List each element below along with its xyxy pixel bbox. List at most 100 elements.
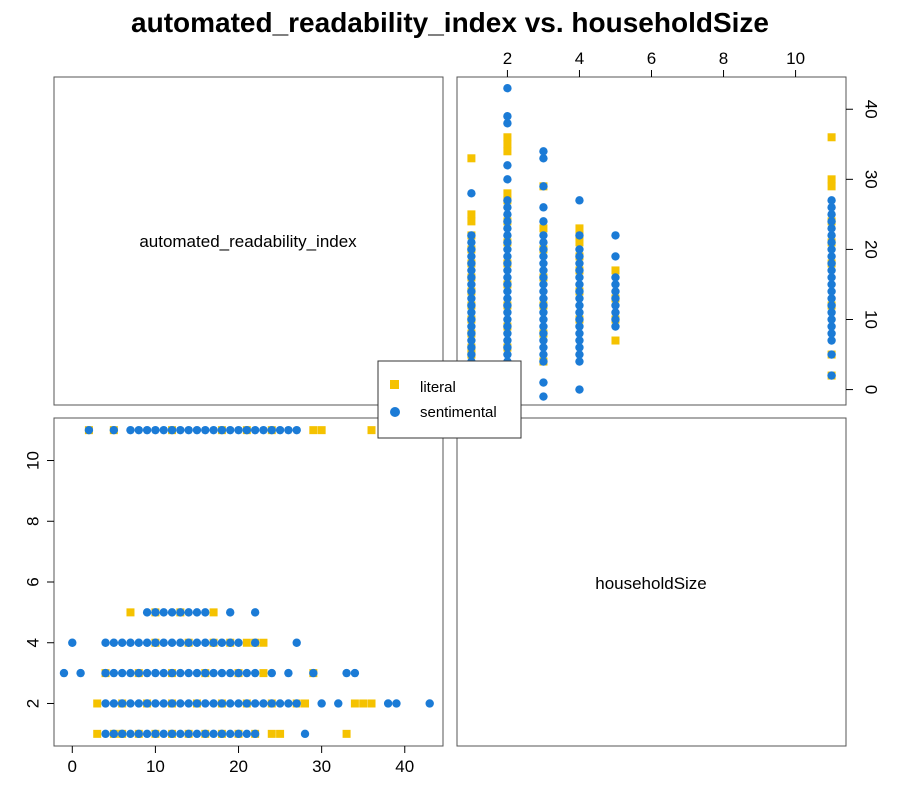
point-sentimental-top-right xyxy=(467,301,476,310)
point-sentimental-top-right xyxy=(611,280,620,289)
point-sentimental-bottom-left xyxy=(226,425,235,435)
point-sentimental-bottom-left xyxy=(142,608,152,617)
point-sentimental-bottom-left xyxy=(109,638,119,647)
point-sentimental-top-right xyxy=(503,175,512,184)
point-sentimental-bottom-left xyxy=(234,699,243,708)
point-sentimental-top-right xyxy=(503,196,512,205)
point-sentimental-bottom-left xyxy=(184,608,193,617)
point-sentimental-bottom-left xyxy=(242,668,252,678)
point-sentimental-bottom-left xyxy=(226,608,235,617)
point-sentimental-bottom-left xyxy=(126,668,135,678)
point-sentimental-bottom-left xyxy=(217,425,227,435)
tick-label-left-householdsize: 10 xyxy=(23,451,42,470)
point-sentimental-top-right xyxy=(827,231,836,240)
point-literal-bottom-left xyxy=(342,729,351,738)
point-sentimental-top-right xyxy=(467,245,476,254)
point-sentimental-bottom-left xyxy=(117,638,127,647)
point-sentimental-top-right xyxy=(539,357,548,366)
point-sentimental-bottom-left xyxy=(117,668,127,678)
point-sentimental-top-right xyxy=(539,217,548,226)
point-sentimental-top-right xyxy=(503,287,512,296)
data-points xyxy=(59,84,836,739)
point-sentimental-top-right xyxy=(503,210,512,219)
point-sentimental-top-right xyxy=(827,371,836,380)
point-sentimental-top-right xyxy=(467,350,476,359)
point-sentimental-top-right xyxy=(503,259,512,268)
point-sentimental-bottom-left xyxy=(176,668,185,678)
point-literal-top-right xyxy=(611,266,620,275)
point-sentimental-top-right xyxy=(467,315,476,324)
point-sentimental-top-right xyxy=(827,287,836,296)
point-sentimental-bottom-left xyxy=(259,425,268,435)
point-sentimental-bottom-left xyxy=(101,668,110,678)
point-sentimental-top-right xyxy=(539,315,548,324)
point-sentimental-bottom-left xyxy=(117,729,127,739)
point-literal-top-right xyxy=(827,182,836,191)
point-sentimental-top-right xyxy=(575,266,584,275)
point-sentimental-top-right xyxy=(539,301,548,310)
point-sentimental-bottom-left xyxy=(159,729,168,739)
point-sentimental-top-right xyxy=(467,287,476,296)
point-sentimental-bottom-left xyxy=(134,668,143,678)
point-sentimental-bottom-left xyxy=(226,668,235,678)
point-sentimental-top-right xyxy=(575,280,584,289)
point-sentimental-top-right xyxy=(827,259,836,268)
point-sentimental-top-right xyxy=(539,231,548,240)
point-sentimental-top-right xyxy=(827,315,836,324)
point-sentimental-bottom-left xyxy=(142,699,152,708)
point-sentimental-bottom-left xyxy=(151,638,160,647)
chart-title: automated_readability_index vs. househol… xyxy=(131,7,769,38)
point-sentimental-bottom-left xyxy=(267,668,276,678)
point-sentimental-bottom-left xyxy=(259,699,268,708)
point-sentimental-top-right xyxy=(827,294,836,303)
point-sentimental-bottom-left xyxy=(425,699,434,708)
legend-label-sentimental: sentimental xyxy=(420,404,497,421)
point-literal-top-right xyxy=(503,133,512,142)
point-sentimental-top-right xyxy=(827,196,836,205)
point-sentimental-bottom-left xyxy=(217,638,227,647)
point-sentimental-bottom-left xyxy=(159,638,168,647)
point-sentimental-bottom-left xyxy=(292,425,301,435)
point-sentimental-top-right xyxy=(503,119,512,128)
point-sentimental-top-right xyxy=(827,350,836,359)
point-sentimental-top-right xyxy=(467,266,476,275)
point-sentimental-bottom-left xyxy=(151,425,160,435)
point-sentimental-bottom-left xyxy=(217,699,227,708)
point-sentimental-bottom-left xyxy=(284,668,293,678)
point-sentimental-top-right xyxy=(539,322,548,331)
point-sentimental-bottom-left xyxy=(159,668,168,678)
point-sentimental-bottom-left xyxy=(84,425,94,435)
point-literal-top-right xyxy=(467,210,476,219)
point-sentimental-bottom-left xyxy=(217,668,227,678)
tick-label-left-householdsize: 4 xyxy=(23,638,42,647)
point-sentimental-bottom-left xyxy=(142,668,152,678)
point-sentimental-bottom-left xyxy=(176,729,185,739)
point-literal-bottom-left xyxy=(367,426,376,435)
point-sentimental-top-right xyxy=(467,189,476,198)
tick-label-bottom-ari: 0 xyxy=(68,757,77,776)
point-sentimental-bottom-left xyxy=(300,729,310,739)
panel-diagonal-bottom-right xyxy=(456,417,847,747)
point-sentimental-bottom-left xyxy=(101,638,110,647)
point-sentimental-top-right xyxy=(827,308,836,317)
point-sentimental-top-right xyxy=(575,329,584,338)
point-sentimental-top-right xyxy=(827,329,836,338)
tick-label-bottom-ari: 10 xyxy=(146,757,165,776)
point-sentimental-bottom-left xyxy=(101,699,110,708)
point-sentimental-top-right xyxy=(575,294,584,303)
point-sentimental-top-right xyxy=(539,182,548,191)
point-sentimental-top-right xyxy=(827,203,836,212)
point-sentimental-bottom-left xyxy=(267,425,276,435)
point-sentimental-top-right xyxy=(827,266,836,275)
point-sentimental-top-right xyxy=(539,329,548,338)
panel-diagonal-top-left xyxy=(53,76,444,406)
legend-swatch-literal xyxy=(390,380,399,389)
point-sentimental-bottom-left xyxy=(209,668,218,678)
point-sentimental-top-right xyxy=(611,315,620,324)
point-sentimental-bottom-left xyxy=(226,699,235,708)
diagonal-label-automated-readability-index: automated_readability_index xyxy=(139,232,357,251)
point-sentimental-bottom-left xyxy=(192,608,202,617)
point-sentimental-bottom-left xyxy=(250,699,260,708)
point-sentimental-top-right xyxy=(539,343,548,352)
point-sentimental-top-right xyxy=(503,231,512,240)
